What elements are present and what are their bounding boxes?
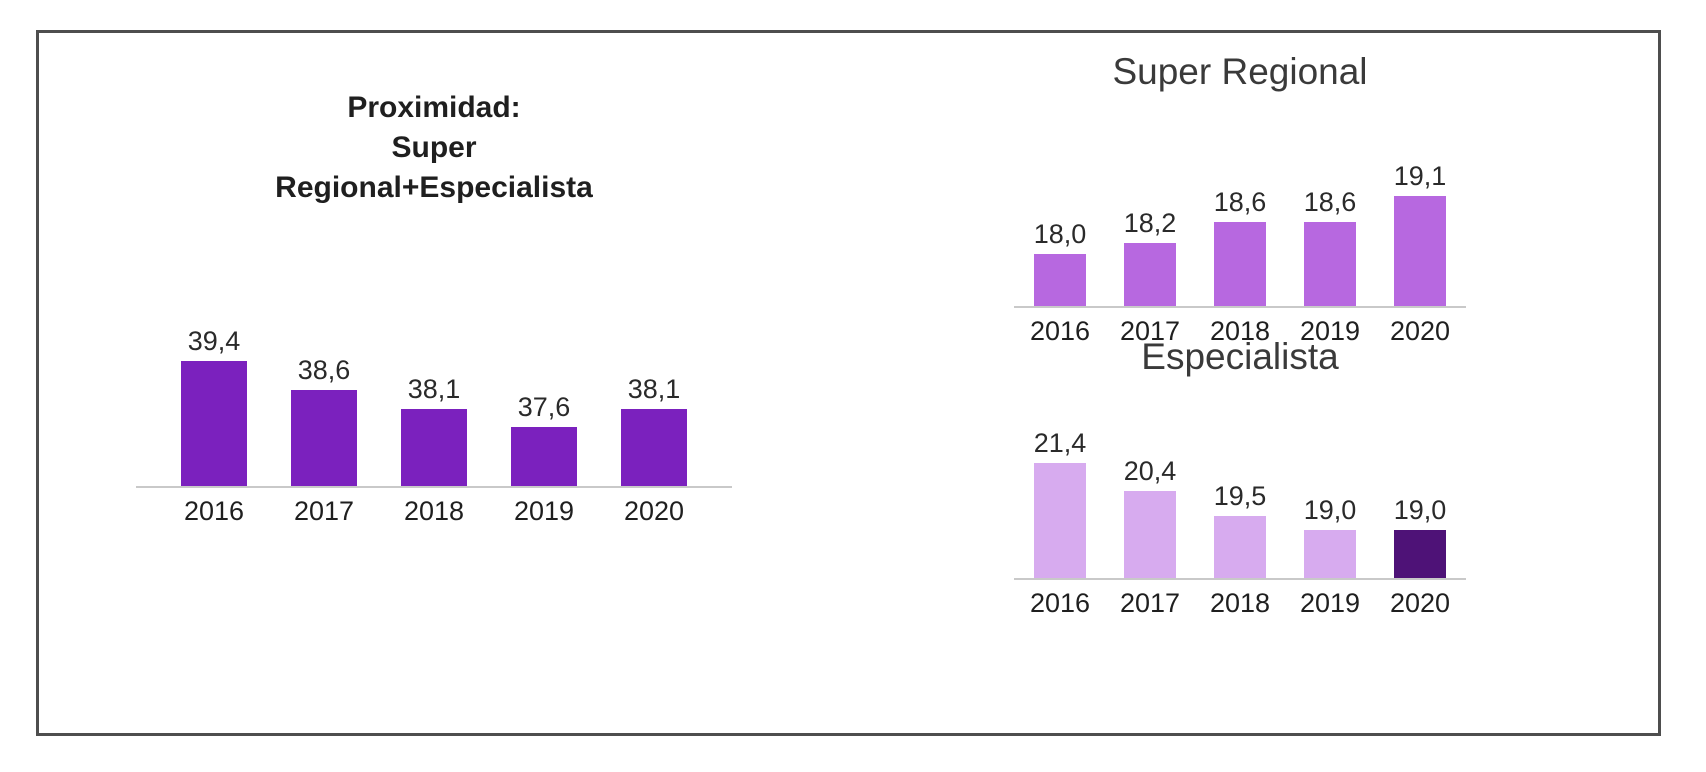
bar-column: 38,1 <box>599 373 709 486</box>
bar-2020 <box>621 408 687 486</box>
x-axis-label: 2018 <box>1209 588 1271 618</box>
bar-2017 <box>1124 243 1176 306</box>
bar-column: 19,0 <box>1285 497 1375 578</box>
bar-2018 <box>401 408 467 486</box>
x-axis-label: 2019 <box>513 495 575 526</box>
bar-value-label: 19,1 <box>1393 161 1447 191</box>
bar-value-label: 18,6 <box>1303 187 1357 217</box>
bar-value-label: 18,6 <box>1213 187 1267 217</box>
bar-column: 20,4 <box>1105 458 1195 578</box>
bar-column: 18,2 <box>1105 210 1195 306</box>
x-axis-line <box>1014 578 1466 580</box>
bar-2020 <box>1394 196 1446 306</box>
x-axis-line <box>1014 306 1466 308</box>
bar-value-label: 38,6 <box>297 354 351 385</box>
x-axis-label: 2020 <box>623 495 685 526</box>
x-axis-line <box>136 485 732 488</box>
plot-area: 39,4 38,6 38,1 37,6 38,1 <box>154 316 714 486</box>
chart-super-regional: Super Regional 18,0 18,2 18,6 18,6 19,1 2016… <box>1014 51 1466 347</box>
bar-value-label: 18,0 <box>1033 219 1087 249</box>
bar-column: 18,6 <box>1285 189 1375 306</box>
bar-column: 19,0 <box>1375 497 1465 578</box>
x-axis-label: 2017 <box>1119 316 1181 346</box>
bar-2018 <box>1214 222 1266 306</box>
x-axis-label: 2019 <box>1299 316 1361 346</box>
bar-column: 37,6 <box>489 391 599 486</box>
bar-value-label: 38,1 <box>407 373 461 404</box>
bar-2017 <box>291 389 357 486</box>
x-axis-label: 2018 <box>403 495 465 526</box>
bar-column: 21,4 <box>1015 430 1105 578</box>
bar-value-label: 18,2 <box>1123 208 1177 238</box>
x-axis-label: 2020 <box>1389 316 1451 346</box>
bar-column: 38,6 <box>269 354 379 486</box>
bar-column: 38,1 <box>379 373 489 486</box>
x-axis-label: 2017 <box>1119 588 1181 618</box>
bar-2019 <box>511 426 577 486</box>
chart-frame-border: Proximidad: Super Regional+Especialista … <box>36 30 1661 736</box>
bar-2019 <box>1304 222 1356 306</box>
chart-proximidad-super-regional-especialista: Proximidad: Super Regional+Especialista … <box>136 88 732 527</box>
bar-value-label: 19,5 <box>1213 481 1267 511</box>
x-axis-labels: 2016 2017 2018 2019 2020 <box>154 488 714 527</box>
bar-column: 19,1 <box>1375 163 1465 306</box>
x-axis-label: 2016 <box>1029 316 1091 346</box>
x-axis-labels: 2016 2017 2018 2019 2020 <box>1014 308 1466 347</box>
bar-value-label: 19,0 <box>1393 495 1447 525</box>
bar-value-label: 39,4 <box>187 325 241 356</box>
x-axis-label: 2020 <box>1389 588 1451 618</box>
x-axis-label: 2017 <box>293 495 355 526</box>
bar-2017 <box>1124 491 1176 578</box>
x-axis-label: 2016 <box>1029 588 1091 618</box>
bar-value-label: 19,0 <box>1303 495 1357 525</box>
bar-column: 18,6 <box>1195 189 1285 306</box>
bar-2019 <box>1304 530 1356 578</box>
bar-2016 <box>1034 463 1086 578</box>
bar-column: 18,0 <box>1015 221 1105 306</box>
bar-2018 <box>1214 516 1266 578</box>
plot-area: 18,0 18,2 18,6 18,6 19,1 <box>1014 151 1466 306</box>
bar-column: 39,4 <box>159 325 269 486</box>
x-axis-labels: 2016 2017 2018 2019 2020 <box>1014 580 1466 619</box>
chart-especialista: Especialista 21,4 20,4 19,5 19,0 19,0 2016 20… <box>1014 336 1466 619</box>
chart-title: Especialista <box>1141 336 1339 377</box>
x-axis-label: 2018 <box>1209 316 1271 346</box>
bar-2016 <box>1034 254 1086 306</box>
bar-2020 <box>1394 530 1446 578</box>
bar-value-label: 20,4 <box>1123 456 1177 486</box>
x-axis-label: 2019 <box>1299 588 1361 618</box>
chart-title: Super Regional <box>1112 51 1368 92</box>
bar-2016 <box>181 360 247 486</box>
plot-area: 21,4 20,4 19,5 19,0 19,0 <box>1014 418 1466 578</box>
bar-value-label: 21,4 <box>1033 428 1087 458</box>
bar-column: 19,5 <box>1195 483 1285 578</box>
bar-value-label: 38,1 <box>627 373 681 404</box>
chart-title: Proximidad: Super Regional+Especialista <box>275 91 593 204</box>
x-axis-label: 2016 <box>183 495 245 526</box>
bar-value-label: 37,6 <box>517 391 571 422</box>
